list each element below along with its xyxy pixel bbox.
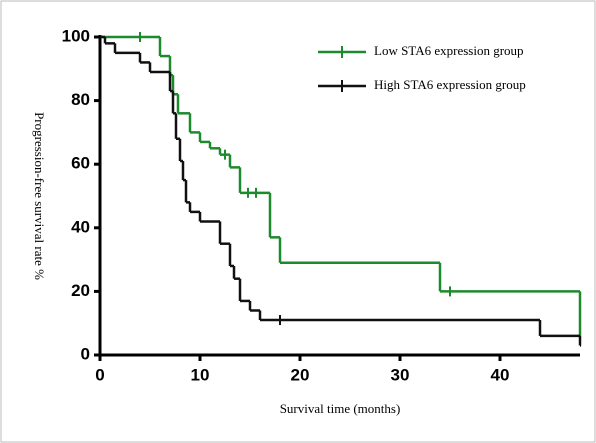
y-tick-label: 60 [71,154,90,173]
legend-label: High STA6 expression group [374,77,526,92]
y-axis-label: Progression-free survival rate % [32,112,47,280]
y-tick-label: 40 [71,217,90,236]
x-tick-label: 30 [391,365,410,384]
y-tick-label: 100 [62,26,90,45]
x-tick-label: 0 [95,365,104,384]
y-tick-label: 20 [71,281,90,300]
x-axis-label: Survival time (months) [280,401,401,416]
x-tick-label: 10 [191,365,210,384]
legend-label: Low STA6 expression group [374,43,524,58]
y-tick-label: 0 [81,344,90,363]
x-tick-label: 40 [491,365,510,384]
y-tick-label: 80 [71,90,90,109]
x-tick-label: 20 [291,365,310,384]
